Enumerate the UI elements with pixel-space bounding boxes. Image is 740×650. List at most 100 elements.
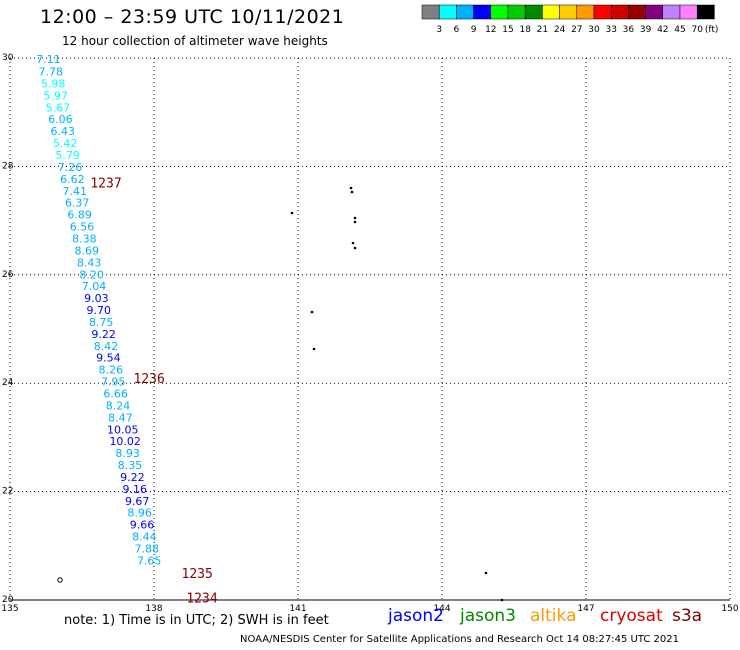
colorbar-label: 27: [571, 25, 582, 35]
swh-data-label: 7.88: [135, 543, 160, 556]
colorbar-label: 36: [623, 25, 635, 35]
time-annotations: 1237 1236 1235 1234: [90, 177, 217, 607]
colorbar-swatch: [542, 4, 560, 20]
island-dot: [500, 598, 504, 602]
colorbar-label: 70: [691, 25, 703, 35]
colorbar-label: 42: [657, 25, 668, 35]
chart-title: 12:00 – 23:59 UTC 10/11/2021: [40, 6, 345, 28]
y-tick-label: 26: [2, 270, 14, 280]
swh-data-label: 7.11: [36, 53, 61, 66]
colorbar-label: 39: [640, 25, 652, 35]
colorbar-label: 30: [588, 25, 600, 35]
swh-data-label: 5.79: [55, 149, 80, 162]
colorbar-swatch: [473, 4, 492, 20]
colorbar-label: 21: [537, 25, 548, 35]
colorbar-label: 33: [605, 25, 616, 35]
colorbar-swatch: [645, 4, 664, 20]
swh-data-label: 9.66: [130, 519, 155, 532]
colorbar-label: 6: [454, 25, 460, 35]
chart-grid: [9, 57, 731, 601]
colorbar-label: 12: [485, 25, 496, 35]
swh-data-label: 9.22: [91, 328, 116, 341]
island-markers: [57, 186, 504, 602]
swh-data-label: 6.06: [48, 113, 73, 126]
colorbar-swatch: [610, 4, 629, 20]
note-text: note: 1) Time is in UTC; 2) SWH is in fe…: [64, 613, 329, 628]
colorbar-swatch: [628, 4, 646, 20]
swh-data-label: 5.97: [43, 89, 68, 102]
swh-data-label: 7.04: [82, 280, 107, 293]
colorbar-label: 24: [554, 25, 566, 35]
colorbar-swatch: [679, 4, 698, 20]
swh-data-label: 6.56: [70, 221, 95, 234]
legend-s3a: s3a: [672, 606, 703, 626]
swh-data-label: 8.26: [99, 364, 124, 377]
swh-data-label: 7.65: [137, 554, 162, 567]
island-dot: [312, 347, 316, 351]
island-dot: [350, 190, 354, 194]
credit-text: NOAA/NESDIS Center for Satellite Applica…: [240, 634, 679, 645]
y-tick-label: 22: [2, 487, 13, 497]
colorbar-label: 9: [471, 25, 477, 35]
colorbar-unit: (ft): [705, 25, 719, 35]
colorbar-label: 45: [674, 25, 685, 35]
swh-data-label: 8.38: [72, 232, 97, 245]
swh-data-label: 6.43: [51, 125, 76, 138]
swh-data-label: 8.47: [108, 411, 133, 424]
swh-data-label: 8.69: [75, 244, 100, 257]
island-circle: [57, 577, 63, 583]
swh-data-label: 8.35: [118, 459, 143, 472]
x-tick-label: 135: [1, 604, 18, 614]
time-annotation: 1236: [134, 372, 165, 387]
island-dot: [349, 186, 353, 190]
colorbar-swatch: [559, 4, 578, 20]
island-dot: [353, 216, 357, 220]
x-tick-label: 138: [145, 604, 162, 614]
legend-cryosat: cryosat: [600, 606, 663, 626]
swh-data-label: 8.43: [77, 256, 102, 269]
swh-data-label: 5.98: [41, 77, 66, 90]
colorbar-label: 18: [519, 25, 531, 35]
x-tick-label: 141: [289, 604, 306, 614]
swh-data-label: 6.89: [67, 209, 92, 222]
island-dot: [290, 211, 294, 215]
swh-labels: 7.117.785.985.975.676.066.435.425.797.26…: [36, 53, 161, 567]
x-tick-label: 150: [721, 604, 738, 614]
y-tick-label: 30: [2, 53, 14, 63]
legend-jason3: jason3: [460, 606, 516, 626]
colorbar-swatch: [593, 4, 612, 20]
swh-data-label: 7.26: [58, 161, 83, 174]
colorbar-swatch: [524, 4, 543, 20]
swh-data-label: 9.67: [125, 495, 150, 508]
swh-data-label: 6.37: [65, 197, 90, 210]
time-annotation: 1234: [186, 591, 217, 606]
swh-data-label: 9.22: [120, 471, 145, 484]
swh-data-label: 8.93: [115, 447, 140, 460]
time-annotation: 1237: [90, 177, 121, 192]
swh-data-label: 7.41: [63, 185, 88, 198]
y-tick-label: 20: [2, 595, 14, 605]
colorbar-swatch: [507, 4, 526, 20]
swh-data-label: 8.20: [79, 268, 104, 281]
swh-data-label: 8.44: [132, 531, 157, 544]
swh-data-label: 6.62: [60, 173, 85, 186]
island-dot: [310, 310, 314, 314]
swh-data-label: 10.02: [109, 435, 141, 448]
swh-data-label: 9.03: [84, 292, 109, 305]
colorbar-swatch: [662, 4, 681, 20]
swh-data-label: 7.95: [101, 376, 126, 389]
swh-data-label: 9.70: [87, 304, 112, 317]
island-dot: [353, 246, 357, 250]
island-dot: [351, 241, 355, 245]
swh-data-label: 5.67: [46, 101, 71, 114]
colorbar-label: 15: [502, 25, 513, 35]
legend-altika: altika: [530, 606, 577, 626]
colorbar-swatch: [456, 4, 474, 20]
island-dot: [353, 220, 357, 224]
colorbar-swatch: [490, 4, 509, 20]
swh-data-label: 8.96: [127, 507, 152, 520]
swh-data-label: 8.75: [89, 316, 114, 329]
colorbar-swatch: [438, 4, 457, 20]
y-tick-label: 28: [2, 161, 14, 171]
